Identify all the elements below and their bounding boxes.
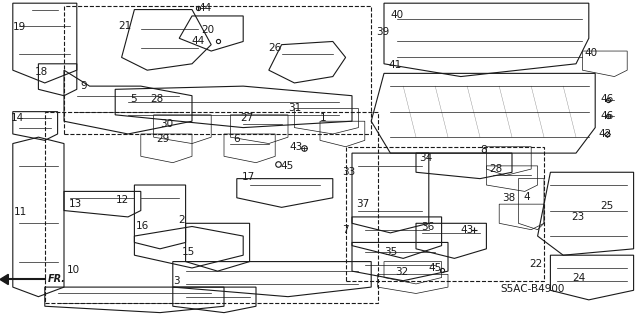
Text: 33: 33 xyxy=(342,167,355,177)
Bar xyxy=(346,147,544,281)
Text: 22: 22 xyxy=(530,259,543,269)
Text: 3: 3 xyxy=(173,276,179,286)
Text: S5AC-B4900: S5AC-B4900 xyxy=(500,284,564,294)
Text: 23: 23 xyxy=(572,212,584,222)
Text: 14: 14 xyxy=(12,113,24,123)
Text: 28: 28 xyxy=(490,164,502,174)
Text: FR.: FR. xyxy=(48,274,66,285)
Text: 42: 42 xyxy=(598,129,611,139)
Text: 45: 45 xyxy=(280,161,293,171)
Text: 16: 16 xyxy=(136,221,148,232)
Text: 15: 15 xyxy=(182,247,195,257)
Text: 44: 44 xyxy=(198,3,211,13)
Bar xyxy=(45,112,378,303)
Text: 46: 46 xyxy=(600,94,613,104)
Text: 32: 32 xyxy=(396,267,408,277)
Text: 36: 36 xyxy=(421,222,434,232)
Text: 43: 43 xyxy=(461,225,474,235)
Text: 45: 45 xyxy=(429,263,442,273)
Text: 46: 46 xyxy=(600,111,613,122)
Text: 1: 1 xyxy=(320,113,326,123)
Text: 38: 38 xyxy=(502,193,515,204)
Polygon shape xyxy=(0,274,8,285)
Text: 11: 11 xyxy=(14,207,27,217)
Text: 8: 8 xyxy=(481,145,487,155)
Text: 6: 6 xyxy=(234,134,240,144)
Text: 40: 40 xyxy=(584,48,597,58)
Text: 34: 34 xyxy=(420,153,433,163)
Text: 19: 19 xyxy=(13,22,26,32)
Text: 39: 39 xyxy=(376,27,389,37)
Text: 31: 31 xyxy=(288,103,301,114)
Text: 26: 26 xyxy=(269,43,282,53)
Text: 17: 17 xyxy=(242,172,255,182)
Text: 9: 9 xyxy=(80,81,86,91)
Text: 20: 20 xyxy=(202,25,214,35)
Text: 25: 25 xyxy=(600,201,613,211)
Text: 12: 12 xyxy=(116,195,129,205)
Text: 30: 30 xyxy=(160,119,173,130)
Text: 28: 28 xyxy=(150,94,163,104)
Text: 5: 5 xyxy=(130,94,136,104)
Text: 44: 44 xyxy=(192,36,205,47)
Text: 4: 4 xyxy=(524,192,530,202)
Text: 7: 7 xyxy=(342,225,349,235)
Text: 40: 40 xyxy=(390,10,403,20)
Text: 29: 29 xyxy=(157,134,170,144)
Text: 2: 2 xyxy=(178,215,184,225)
Text: 27: 27 xyxy=(240,113,253,123)
Bar xyxy=(64,6,371,134)
Text: 10: 10 xyxy=(67,264,80,275)
Text: 18: 18 xyxy=(35,67,48,77)
Text: 24: 24 xyxy=(573,272,586,283)
Text: 43: 43 xyxy=(290,142,303,152)
Text: 41: 41 xyxy=(389,60,402,70)
Text: 37: 37 xyxy=(356,199,369,209)
Text: 21: 21 xyxy=(118,20,131,31)
Text: 13: 13 xyxy=(69,198,82,209)
Text: 35: 35 xyxy=(384,247,397,257)
